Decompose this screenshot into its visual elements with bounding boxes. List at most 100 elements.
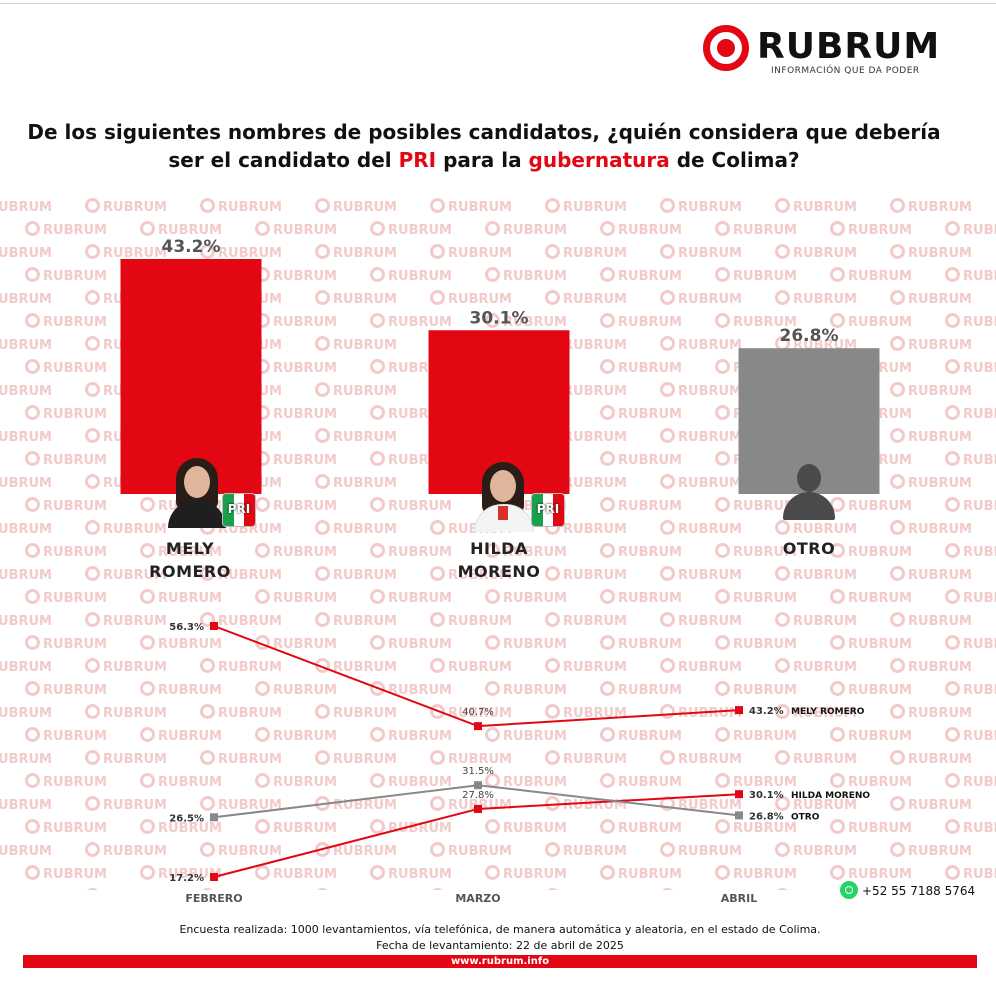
footer-bar: www.rubrum.info xyxy=(23,955,977,968)
watermark-text: RUBRUM xyxy=(25,589,107,606)
watermark-text: RUBRUM xyxy=(315,566,397,583)
watermark-text: RUBRUM xyxy=(370,681,452,698)
watermark-text: RUBRUM xyxy=(315,244,397,261)
watermark-text: RUBRUM xyxy=(830,681,912,698)
data-label: 56.3% xyxy=(169,622,204,633)
watermark-text: RUBRUM xyxy=(600,405,682,422)
watermark-text: RUBRUM xyxy=(25,221,107,238)
watermark-text: RUBRUM xyxy=(545,750,627,767)
watermark-text: RUBRUM xyxy=(660,382,742,399)
watermark-text: RUBRUM xyxy=(255,819,337,836)
watermark-text: RUBRUM xyxy=(830,589,912,606)
watermark-text: RUBRUM xyxy=(140,589,222,606)
watermark-text: RUBRUM xyxy=(255,773,337,790)
watermark-text: RUBRUM xyxy=(545,382,627,399)
watermark-text: RUBRUM xyxy=(430,290,512,307)
watermark-text: RUBRUM xyxy=(775,842,857,859)
whatsapp-contact[interactable]: +52 55 7188 5764 xyxy=(840,881,975,899)
candidate-name-line: MELY xyxy=(165,539,215,558)
watermark-text: RUBRUM xyxy=(0,796,52,813)
watermark-text: RUBRUM xyxy=(890,520,972,537)
watermark-text: RUBRUM xyxy=(830,221,912,238)
watermark-text: RUBRUM xyxy=(945,727,996,744)
watermark-text: RUBRUM xyxy=(890,704,972,721)
watermark-text: RUBRUM xyxy=(660,244,742,261)
watermark-text: RUBRUM xyxy=(0,382,52,399)
watermark-text: RUBRUM xyxy=(200,842,282,859)
series-point xyxy=(735,811,743,820)
watermark-text: RUBRUM xyxy=(945,497,996,514)
watermark-text: RUBRUM xyxy=(370,727,452,744)
watermark-text: RUBRUM xyxy=(85,750,167,767)
series-name-label: MELY ROMERO xyxy=(791,707,865,717)
series-name-label: OTRO xyxy=(791,812,820,822)
watermark-text: RUBRUM xyxy=(25,773,107,790)
data-label: 30.1% xyxy=(749,790,784,801)
watermark-text: RUBRUM xyxy=(485,221,567,238)
watermark-text: RUBRUM xyxy=(660,750,742,767)
watermark-text: RUBRUM xyxy=(430,750,512,767)
watermark-text: RUBRUM xyxy=(945,773,996,790)
watermark-text: RUBRUM xyxy=(660,428,742,445)
watermark-text: RUBRUM xyxy=(430,198,512,215)
watermark-text: RUBRUM xyxy=(255,267,337,284)
watermark-text: RUBRUM xyxy=(545,566,627,583)
watermark-text: RUBRUM xyxy=(85,842,167,859)
watermark-text: RUBRUM xyxy=(945,819,996,836)
watermark-text: RUBRUM xyxy=(715,543,797,560)
watermark-text: RUBRUM xyxy=(600,497,682,514)
watermark-text: RUBRUM xyxy=(430,658,512,675)
watermark-text: RUBRUM xyxy=(85,520,167,537)
watermark-text: RUBRUM xyxy=(830,865,912,882)
question-highlight-gubernatura: gubernatura xyxy=(528,148,670,172)
footer-url[interactable]: www.rubrum.info xyxy=(450,956,550,967)
x-tick-label: MARZO xyxy=(455,892,500,905)
series-point xyxy=(474,804,482,813)
watermark-text: RUBRUM xyxy=(945,543,996,560)
watermark-text: RUBRUM xyxy=(370,497,452,514)
watermark-text: RUBRUM xyxy=(25,727,107,744)
watermark-text: RUBRUM xyxy=(255,359,337,376)
watermark-text: RUBRUM xyxy=(485,681,567,698)
question-text-a: ser el candidato del xyxy=(168,148,399,172)
watermark-text: RUBRUM xyxy=(315,750,397,767)
watermark-text: RUBRUM xyxy=(255,589,337,606)
watermark-text: RUBRUM xyxy=(890,336,972,353)
watermark-text: RUBRUM xyxy=(545,612,627,629)
watermark-text: RUBRUM xyxy=(830,497,912,514)
watermark-text: RUBRUM xyxy=(945,267,996,284)
watermark-text: RUBRUM xyxy=(775,198,857,215)
watermark-text: RUBRUM xyxy=(430,244,512,261)
watermark-text: RUBRUM xyxy=(0,658,52,675)
watermark-text: RUBRUM xyxy=(890,612,972,629)
watermark-text: RUBRUM xyxy=(315,520,397,537)
watermark-text: RUBRUM xyxy=(945,589,996,606)
watermark-text: RUBRUM xyxy=(85,244,167,261)
watermark-text: RUBRUM xyxy=(945,221,996,238)
watermark-text: RUBRUM xyxy=(830,267,912,284)
watermark-text: RUBRUM xyxy=(485,543,567,560)
watermark-text: RUBRUM xyxy=(715,635,797,652)
watermark-text: RUBRUM xyxy=(255,451,337,468)
data-label: 40.7% xyxy=(462,707,494,718)
watermark-text: RUBRUM xyxy=(485,773,567,790)
watermark-text: RUBRUM xyxy=(25,819,107,836)
logo-tagline: INFORMACIÓN QUE DA PODER xyxy=(771,66,920,76)
watermark-text: RUBRUM xyxy=(830,773,912,790)
series-point xyxy=(210,873,218,881)
watermark-text: RUBRUM xyxy=(600,543,682,560)
question-text-b: para la xyxy=(436,148,529,172)
watermark-text: RUBRUM xyxy=(0,198,52,215)
data-label: 27.8% xyxy=(462,790,494,801)
pri-logo-icon: PRI xyxy=(531,493,565,527)
watermark-text: RUBRUM xyxy=(255,497,337,514)
watermark-text: RUBRUM xyxy=(200,796,282,813)
watermark-text: RUBRUM xyxy=(600,635,682,652)
watermark-text: RUBRUM xyxy=(315,704,397,721)
watermark-text: RUBRUM xyxy=(0,244,52,261)
watermark-text: RUBRUM xyxy=(85,566,167,583)
data-label: 26.8% xyxy=(749,811,784,822)
watermark-text: RUBRUM xyxy=(370,589,452,606)
watermark-text: RUBRUM xyxy=(315,658,397,675)
watermark-text: RUBRUM xyxy=(715,727,797,744)
